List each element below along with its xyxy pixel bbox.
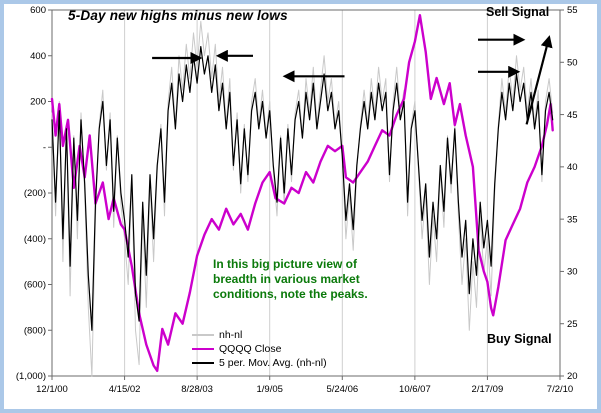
plot-border	[51, 9, 561, 377]
x-axis-tick-label: 8/28/03	[181, 384, 213, 395]
right-axis-tick-label: 40	[567, 162, 578, 173]
left-axis-tick-label: -	[43, 142, 46, 153]
sell-signal-label: Sell Signal	[486, 5, 550, 19]
right-axis-tick-label: 30	[567, 267, 578, 278]
right-axis-tick-label: 50	[567, 58, 578, 69]
x-axis-tick-label: 7/2/10	[547, 384, 573, 395]
left-axis-tick-label: (400)	[24, 234, 46, 245]
right-axis-tick-label: 25	[567, 319, 578, 330]
legend: nh-nl QQQQ Close 5 per. Mov. Avg. (nh-nl…	[192, 328, 327, 370]
left-axis-tick-label: 600	[30, 5, 46, 16]
nh-nl-line-swatch-icon	[192, 334, 214, 336]
right-axis-tick-label: 20	[567, 371, 578, 382]
x-axis-tick-label: 4/15/02	[109, 384, 141, 395]
buy-signal-label: Buy Signal	[487, 332, 552, 346]
legend-item-moving-average: 5 per. Mov. Avg. (nh-nl)	[192, 356, 327, 370]
moving-average-line-swatch-icon	[192, 362, 214, 364]
left-axis-tick-label: (200)	[24, 188, 46, 199]
x-axis-tick-label: 10/6/07	[399, 384, 431, 395]
legend-label-moving-average: 5 per. Mov. Avg. (nh-nl)	[219, 357, 327, 369]
series-ma-nh-nl	[51, 45, 554, 331]
legend-item-qqqq-close: QQQQ Close	[192, 342, 327, 356]
x-axis-tick-label: 1/9/05	[256, 384, 282, 395]
note-annotation: In this big picture view of breadth in v…	[213, 257, 368, 301]
left-axis-tick-label: 200	[30, 97, 46, 108]
legend-item-nh-nl: nh-nl	[192, 328, 327, 342]
left-axis-tick-label: (600)	[24, 280, 46, 291]
annotation-arrow	[525, 35, 553, 125]
left-axis-tick-label: (1,000)	[16, 371, 46, 382]
right-axis-tick-label: 55	[567, 5, 578, 16]
legend-label-qqqq-close: QQQQ Close	[219, 343, 282, 355]
x-axis-tick-label: 5/24/06	[326, 384, 358, 395]
left-axis-tick-label: 400	[30, 51, 46, 62]
chart-title: 5-Day new highs minus new lows	[68, 8, 288, 23]
series-qqqq-close	[50, 13, 554, 372]
series-nh-nl	[51, 20, 554, 377]
left-axis-tick-label: (800)	[24, 325, 46, 336]
x-axis-tick-label: 2/17/09	[472, 384, 504, 395]
x-axis-tick-label: 12/1/00	[36, 384, 68, 395]
right-axis-tick-label: 45	[567, 110, 578, 121]
qqqq-line-swatch-icon	[192, 347, 214, 351]
right-axis-tick-label: 35	[567, 214, 578, 225]
legend-label-nh-nl: nh-nl	[219, 329, 243, 341]
